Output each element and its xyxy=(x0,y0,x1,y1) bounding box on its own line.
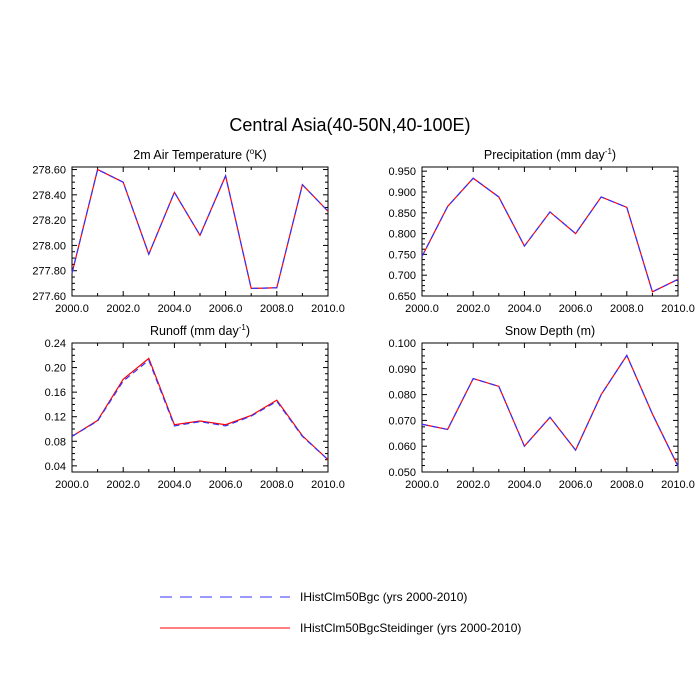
series-line-2 xyxy=(71,357,329,461)
panel-title-main: Snow Depth (m) xyxy=(505,324,595,338)
x-tick-label: 2008.0 xyxy=(260,479,294,491)
series-line-2 xyxy=(421,354,679,467)
panel-title: Runoff (mm day-1) xyxy=(150,323,250,338)
panel-title-tail: ) xyxy=(612,148,616,162)
y-tick-label: 0.050 xyxy=(388,467,416,479)
x-tick-label: 2002.0 xyxy=(106,303,140,315)
plot-frame xyxy=(71,166,329,297)
x-tick-label: 2000.0 xyxy=(405,303,439,315)
y-tick-label: 278.60 xyxy=(32,165,66,177)
x-tick-label: 2004.0 xyxy=(158,479,192,491)
figure-title: Central Asia(40-50N,40-100E) xyxy=(229,115,470,135)
y-tick-label: 277.60 xyxy=(32,291,66,303)
y-tick-label: 0.20 xyxy=(45,363,66,375)
panel-title-main: Precipitation (mm day xyxy=(484,148,606,162)
x-tick-label: 2008.0 xyxy=(260,303,294,315)
x-tick-label: 2008.0 xyxy=(610,479,644,491)
panel-title-tail: ) xyxy=(246,324,250,338)
y-tick-label: 0.12 xyxy=(45,412,66,424)
y-tick-label: 277.80 xyxy=(32,266,66,278)
x-tick-label: 2000.0 xyxy=(55,479,89,491)
y-tick-label: 0.090 xyxy=(388,364,416,376)
y-tick-label: 0.900 xyxy=(388,187,416,199)
y-tick-label: 0.750 xyxy=(388,249,416,261)
y-tick-label: 0.950 xyxy=(388,166,416,178)
x-tick-label: 2006.0 xyxy=(209,303,243,315)
series-line-1 xyxy=(421,354,679,467)
y-tick-label: 0.16 xyxy=(45,387,66,399)
series-line-1 xyxy=(421,177,679,293)
y-tick-label: 0.700 xyxy=(388,270,416,282)
y-tick-label: 0.24 xyxy=(45,338,66,350)
x-tick-label: 2000.0 xyxy=(55,303,89,315)
y-tick-label: 0.650 xyxy=(388,291,416,303)
x-tick-label: 2000.0 xyxy=(405,479,439,491)
x-tick-label: 2004.0 xyxy=(508,479,542,491)
panel-title: Snow Depth (m) xyxy=(505,324,595,338)
y-tick-label: 0.070 xyxy=(388,415,416,427)
x-tick-label: 2004.0 xyxy=(158,303,192,315)
panel-title-tail: K) xyxy=(254,148,267,162)
y-tick-label: 0.800 xyxy=(388,229,416,241)
x-tick-label: 2002.0 xyxy=(456,303,490,315)
panel-4: Snow Depth (m) 2000.0 2002.0 2004.0 2006.0 20… xyxy=(388,324,694,491)
panel-title-sup: -1 xyxy=(605,147,613,156)
x-tick-label: 2002.0 xyxy=(456,479,490,491)
series-line-1 xyxy=(71,168,329,290)
panel-title-sup: -1 xyxy=(239,323,247,332)
y-tick-label: 278.00 xyxy=(32,240,66,252)
plot-frame xyxy=(421,342,679,473)
x-tick-label: 2004.0 xyxy=(508,303,542,315)
x-tick-label: 2006.0 xyxy=(559,479,593,491)
y-tick-label: 278.40 xyxy=(32,190,66,202)
y-tick-label: 0.08 xyxy=(45,436,66,448)
panel-title: 2m Air Temperature (oK) xyxy=(133,147,266,162)
legend-label: IHistClm50Bgc (yrs 2000-2010) xyxy=(300,590,467,604)
x-tick-label: 2006.0 xyxy=(209,479,243,491)
y-tick-label: 0.060 xyxy=(388,441,416,453)
legend-item-1: IHistClm50Bgc (yrs 2000-2010) xyxy=(160,590,467,604)
y-tick-label: 0.04 xyxy=(45,461,66,473)
plot-frame xyxy=(71,342,329,473)
y-tick-label: 278.20 xyxy=(32,215,66,227)
x-tick-label: 2010.0 xyxy=(311,303,345,315)
legend: IHistClm50Bgc (yrs 2000-2010) IHistClm50B… xyxy=(160,590,521,635)
x-tick-label: 2010.0 xyxy=(661,303,695,315)
panel-title-main: 2m Air Temperature ( xyxy=(133,148,250,162)
y-tick-label: 0.100 xyxy=(388,338,416,350)
series-line-1 xyxy=(71,359,329,461)
plot-frame xyxy=(421,166,679,297)
panel-title: Precipitation (mm day-1) xyxy=(484,147,616,162)
series-line-2 xyxy=(421,177,679,293)
legend-label: IHistClm50BgcSteidinger (yrs 2000-2010) xyxy=(300,621,521,635)
x-tick-label: 2010.0 xyxy=(661,479,695,491)
panel-1: 2m Air Temperature (oK) 2000.0 2002.0 2004.… xyxy=(32,147,344,315)
x-tick-label: 2008.0 xyxy=(610,303,644,315)
legend-item-2: IHistClm50BgcSteidinger (yrs 2000-2010) xyxy=(160,621,521,635)
panel-title-main: Runoff (mm day xyxy=(150,324,239,338)
panels: 2m Air Temperature (oK) 2000.0 2002.0 2004.… xyxy=(32,147,694,491)
panel-3: Runoff (mm day-1) 2000.0 2002.0 2004.0 2006.… xyxy=(45,323,345,491)
x-tick-label: 2010.0 xyxy=(311,479,345,491)
panel-2: Precipitation (mm day-1) 2000.0 2002.0 2004… xyxy=(388,147,694,315)
y-tick-label: 0.850 xyxy=(388,208,416,220)
series-line-2 xyxy=(71,168,329,290)
x-tick-label: 2002.0 xyxy=(106,479,140,491)
x-tick-label: 2006.0 xyxy=(559,303,593,315)
y-tick-label: 0.080 xyxy=(388,390,416,402)
panel-title-sup: o xyxy=(250,147,255,156)
